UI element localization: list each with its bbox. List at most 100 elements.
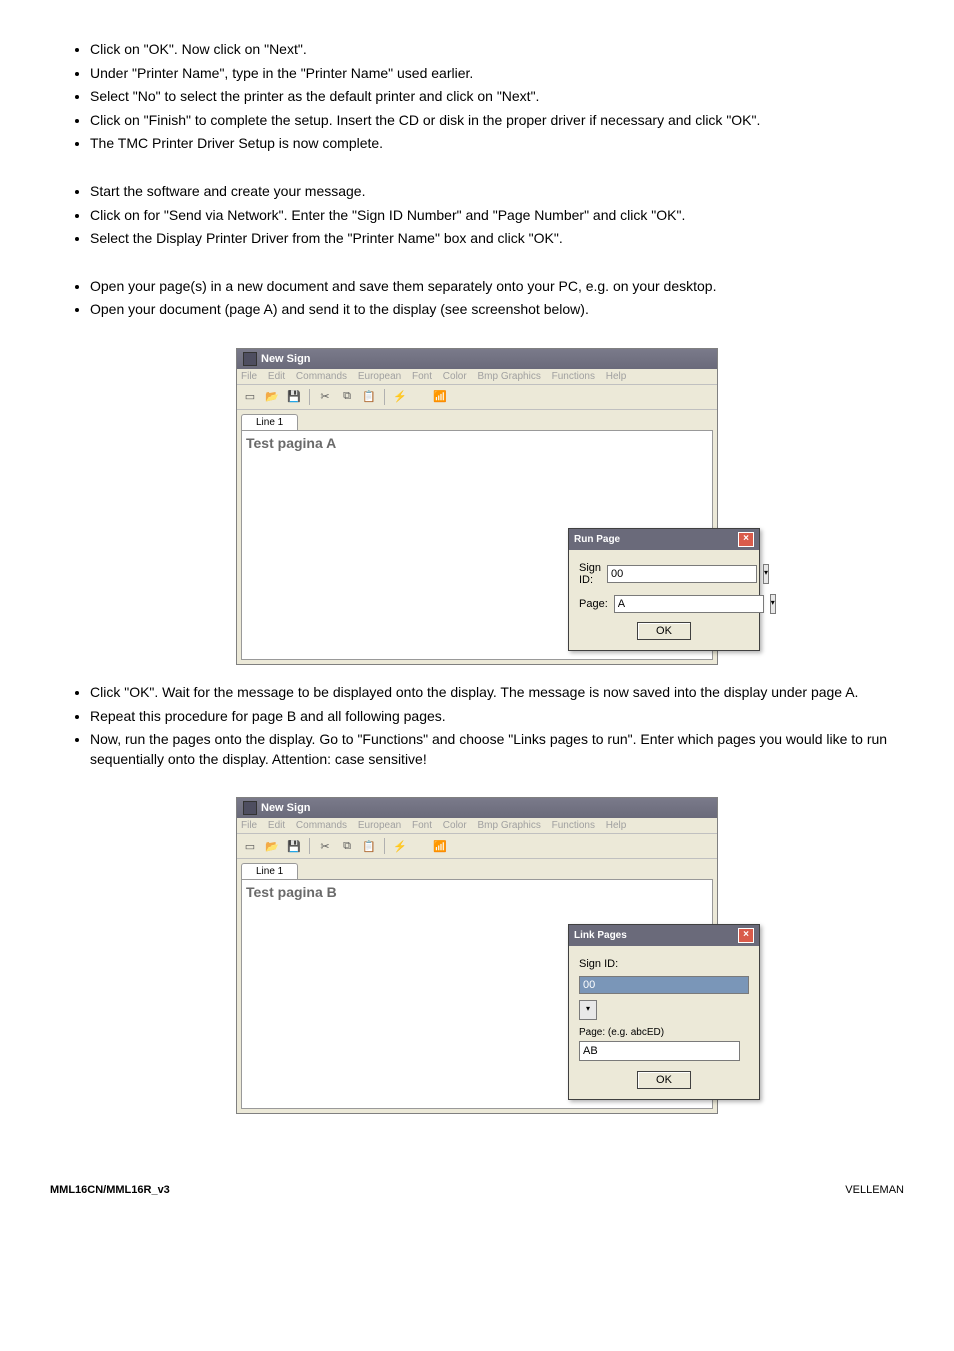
save-icon[interactable]: 💾 bbox=[285, 837, 303, 855]
list-item: Repeat this procedure for page B and all… bbox=[90, 707, 904, 727]
dialog-body: Sign ID: ▾ Page: ▾ OK bbox=[569, 550, 759, 650]
menu-file[interactable]: File bbox=[241, 820, 257, 831]
canvas-area: Test pagina A Run Page × Sign ID: ▾ Page… bbox=[241, 430, 713, 660]
sign-id-label: Sign ID: bbox=[579, 562, 601, 586]
paste-icon[interactable]: 📋 bbox=[360, 837, 378, 855]
menubar: File Edit Commands European Font Color B… bbox=[237, 369, 717, 385]
menu-european[interactable]: European bbox=[358, 820, 401, 831]
toolbar: ▭ 📂 💾 ✂ ⧉ 📋 ⚡ 📶 bbox=[237, 834, 717, 859]
page-input-row bbox=[579, 1041, 749, 1061]
menubar: File Edit Commands European Font Color B… bbox=[237, 818, 717, 834]
app-window: New Sign File Edit Commands European Fon… bbox=[236, 348, 718, 665]
bullet-list-3: Open your page(s) in a new document and … bbox=[50, 277, 904, 320]
link-pages-dialog: Link Pages × Sign ID: ▾ Page: (e.g. abcE… bbox=[568, 924, 760, 1100]
chevron-down-icon[interactable]: ▾ bbox=[770, 594, 776, 614]
list-item: Open your page(s) in a new document and … bbox=[90, 277, 904, 297]
list-item: Now, run the pages onto the display. Go … bbox=[90, 730, 904, 769]
list-item: The TMC Printer Driver Setup is now comp… bbox=[90, 134, 904, 154]
menu-file[interactable]: File bbox=[241, 371, 257, 382]
list-item: Select the Display Printer Driver from t… bbox=[90, 229, 904, 249]
toolbar: ▭ 📂 💾 ✂ ⧉ 📋 ⚡ 📶 bbox=[237, 385, 717, 410]
sign-id-row: Sign ID: ▾ bbox=[579, 562, 749, 586]
send-icon[interactable]: ⚡ bbox=[391, 388, 409, 406]
list-item: Click on "Finish" to complete the setup.… bbox=[90, 111, 904, 131]
cut-icon[interactable]: ✂ bbox=[316, 388, 334, 406]
ok-button[interactable]: OK bbox=[637, 1071, 691, 1089]
app-window: New Sign File Edit Commands European Fon… bbox=[236, 797, 718, 1114]
tabbar: Line 1 bbox=[237, 410, 717, 430]
lan-icon[interactable]: 📶 bbox=[431, 837, 449, 855]
open-icon[interactable]: 📂 bbox=[263, 388, 281, 406]
window-title: New Sign bbox=[261, 353, 311, 365]
tab-line1[interactable]: Line 1 bbox=[241, 863, 298, 879]
run-page-dialog: Run Page × Sign ID: ▾ Page: ▾ OK bbox=[568, 528, 760, 651]
lan-icon[interactable]: 📶 bbox=[431, 388, 449, 406]
dialog-titlebar: Link Pages × bbox=[569, 925, 759, 946]
menu-edit[interactable]: Edit bbox=[268, 371, 285, 382]
menu-commands[interactable]: Commands bbox=[296, 371, 347, 382]
close-icon[interactable]: × bbox=[738, 532, 754, 547]
menu-color[interactable]: Color bbox=[443, 820, 467, 831]
window-title: New Sign bbox=[261, 802, 311, 814]
sign-id-input[interactable] bbox=[579, 976, 749, 994]
menu-european[interactable]: European bbox=[358, 371, 401, 382]
page-hint-label: Page: (e.g. abcED) bbox=[579, 1027, 664, 1038]
screenshot-1: New Sign File Edit Commands European Fon… bbox=[50, 348, 904, 665]
dialog-body: Sign ID: ▾ Page: (e.g. abcED) OK bbox=[569, 946, 759, 1099]
list-item: Start the software and create your messa… bbox=[90, 182, 904, 202]
menu-font[interactable]: Font bbox=[412, 820, 432, 831]
send-icon[interactable]: ⚡ bbox=[391, 837, 409, 855]
page-footer: MML16CN/MML16R_v3 VELLEMAN bbox=[50, 1184, 904, 1196]
menu-bmp[interactable]: Bmp Graphics bbox=[477, 371, 540, 382]
sign-id-row: Sign ID: ▾ bbox=[579, 958, 749, 1020]
paste-icon[interactable]: 📋 bbox=[360, 388, 378, 406]
titlebar: New Sign bbox=[237, 349, 717, 369]
close-icon[interactable]: × bbox=[738, 928, 754, 943]
menu-bmp[interactable]: Bmp Graphics bbox=[477, 820, 540, 831]
menu-edit[interactable]: Edit bbox=[268, 820, 285, 831]
list-item: Click "OK". Wait for the message to be d… bbox=[90, 683, 904, 703]
chevron-down-icon[interactable]: ▾ bbox=[579, 1000, 597, 1020]
screenshot-2: New Sign File Edit Commands European Fon… bbox=[50, 797, 904, 1114]
bullet-list-2: Start the software and create your messa… bbox=[50, 182, 904, 249]
sign-id-label: Sign ID: bbox=[579, 958, 629, 970]
footer-left: MML16CN/MML16R_v3 bbox=[50, 1184, 170, 1196]
dialog-titlebar: Run Page × bbox=[569, 529, 759, 550]
new-icon[interactable]: ▭ bbox=[241, 837, 259, 855]
dialog-title-text: Run Page bbox=[574, 534, 620, 545]
list-item: Select "No" to select the printer as the… bbox=[90, 87, 904, 107]
footer-right: VELLEMAN bbox=[845, 1184, 904, 1196]
menu-functions[interactable]: Functions bbox=[552, 371, 595, 382]
dialog-title-text: Link Pages bbox=[574, 930, 627, 941]
list-item: Under "Printer Name", type in the "Print… bbox=[90, 64, 904, 84]
menu-help[interactable]: Help bbox=[606, 371, 627, 382]
separator bbox=[309, 838, 310, 854]
copy-icon[interactable]: ⧉ bbox=[338, 388, 356, 406]
canvas-text: Test pagina B bbox=[246, 884, 708, 900]
separator bbox=[384, 838, 385, 854]
chevron-down-icon[interactable]: ▾ bbox=[763, 564, 769, 584]
ok-button[interactable]: OK bbox=[637, 622, 691, 640]
copy-icon[interactable]: ⧉ bbox=[338, 837, 356, 855]
sign-id-input[interactable] bbox=[607, 565, 757, 583]
menu-functions[interactable]: Functions bbox=[552, 820, 595, 831]
menu-font[interactable]: Font bbox=[412, 371, 432, 382]
page-hint-row: Page: (e.g. abcED) bbox=[579, 1026, 749, 1038]
new-icon[interactable]: ▭ bbox=[241, 388, 259, 406]
page-row: Page: ▾ bbox=[579, 594, 749, 614]
list-item: Open your document (page A) and send it … bbox=[90, 300, 904, 320]
page-label: Page: bbox=[579, 598, 608, 610]
list-item: Click on "OK". Now click on "Next". bbox=[90, 40, 904, 60]
menu-color[interactable]: Color bbox=[443, 371, 467, 382]
save-icon[interactable]: 💾 bbox=[285, 388, 303, 406]
bullet-list-1: Click on "OK". Now click on "Next". Unde… bbox=[50, 40, 904, 154]
tab-line1[interactable]: Line 1 bbox=[241, 414, 298, 430]
page-input[interactable] bbox=[579, 1041, 740, 1061]
titlebar: New Sign bbox=[237, 798, 717, 818]
cut-icon[interactable]: ✂ bbox=[316, 837, 334, 855]
menu-help[interactable]: Help bbox=[606, 820, 627, 831]
menu-commands[interactable]: Commands bbox=[296, 820, 347, 831]
app-icon bbox=[243, 801, 257, 815]
page-input[interactable] bbox=[614, 595, 764, 613]
open-icon[interactable]: 📂 bbox=[263, 837, 281, 855]
